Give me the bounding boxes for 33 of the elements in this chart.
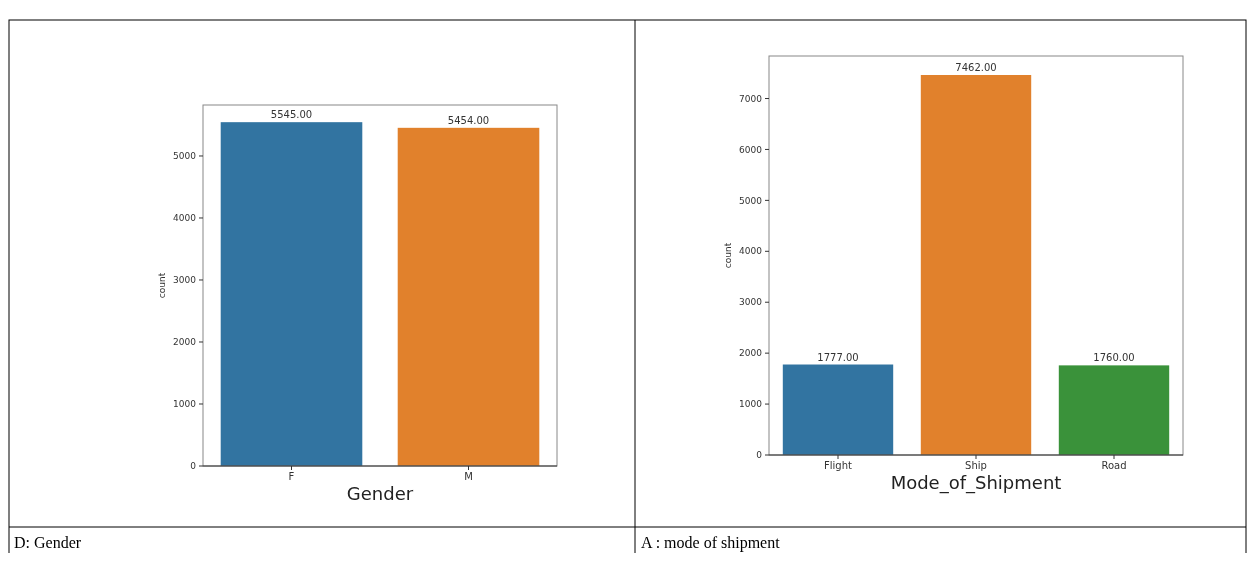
- y-tick-label: 3000: [173, 275, 197, 286]
- data-label: 5545.00: [270, 109, 313, 121]
- data-label: 1760.00: [1093, 352, 1135, 364]
- y-tick-label: 4000: [173, 213, 197, 224]
- x-tick-label: Flight: [824, 460, 853, 471]
- x-axis-title: Mode_of_Shipment: [890, 472, 1062, 494]
- x-axis-title: Gender: [346, 483, 414, 504]
- y-tick-label: 3000: [739, 297, 763, 308]
- y-tick-label: 0: [190, 461, 197, 472]
- x-tick-label: Ship: [965, 460, 987, 471]
- y-axis-title: count: [723, 242, 733, 269]
- x-tick-label: F: [288, 471, 295, 482]
- text: D: Gender: [14, 534, 82, 551]
- data-label: 5454.00: [447, 114, 490, 126]
- y-tick-label: 7000: [739, 93, 763, 104]
- y-tick-label: 1000: [173, 399, 197, 410]
- y-tick-label: 2000: [739, 348, 763, 359]
- data-label: 1777.00: [817, 351, 859, 363]
- y-tick-label: 2000: [173, 337, 197, 348]
- data-label: 7462.00: [955, 62, 997, 73]
- y-tick-label: 6000: [739, 144, 763, 155]
- y-tick-label: 0: [756, 450, 763, 461]
- y-tick-label: 1000: [739, 399, 763, 410]
- bar: [782, 364, 894, 455]
- text: A : mode of shipment: [641, 534, 781, 552]
- x-tick-label: Road: [1101, 460, 1127, 471]
- y-tick-label: 4000: [739, 246, 763, 257]
- y-tick-label: 5000: [739, 195, 763, 206]
- bar: [920, 75, 1032, 455]
- x-tick-label: M: [464, 471, 473, 482]
- y-tick-label: 5000: [173, 151, 197, 162]
- bar: [1058, 365, 1170, 455]
- y-axis-title: count: [157, 272, 167, 299]
